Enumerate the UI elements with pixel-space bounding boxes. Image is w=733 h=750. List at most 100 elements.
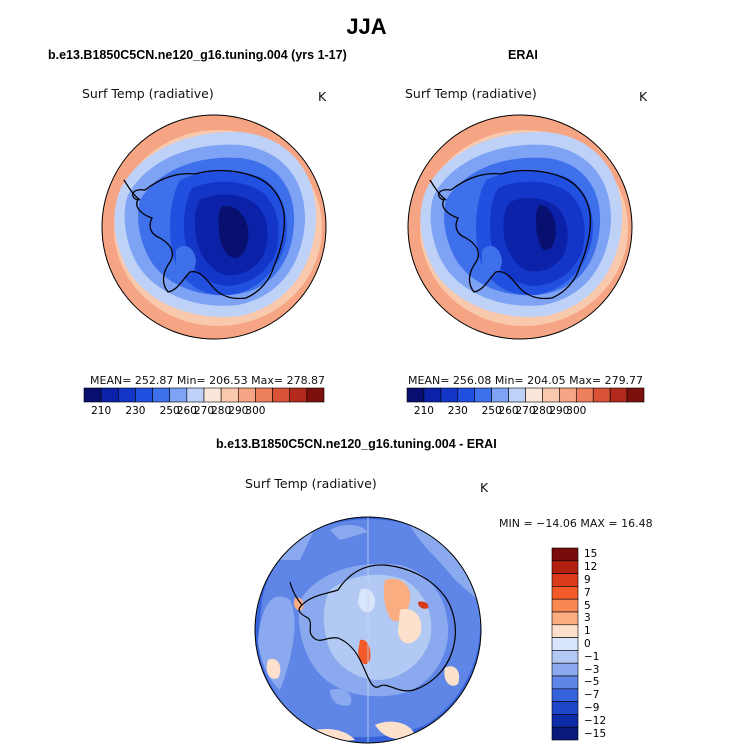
left-units-label: K [318,89,327,104]
colorbar-box [551,650,579,664]
colorbar-box [551,701,579,715]
colorbar-tick-label: −12 [584,714,607,727]
colorbar-tick-label: 230 [125,405,146,417]
colorbar-box [592,387,611,403]
colorbar-box [609,387,628,403]
left-colorbar-ticks: 210 230 250 260 270 280 290 300 [84,405,324,419]
colorbar-tick-label: 280 [211,405,232,417]
colorbar-box [100,387,119,403]
colorbar-tick-label: 7 [584,586,591,599]
colorbar-tick-label: −7 [584,689,600,702]
colorbar-box [542,387,560,403]
colorbar-box [551,714,579,728]
colorbar-tick-label: −5 [584,676,600,689]
difference-coastline [298,564,456,692]
colorbar-tick-label: 280 [532,405,553,417]
colorbar-box [135,387,153,403]
colorbar-box [525,387,543,403]
colorbar-box [559,387,577,403]
colorbar-box [306,387,325,403]
left-coastline [132,169,286,300]
left-map-border [101,114,327,340]
colorbar-tick-label: 15 [584,548,598,561]
colorbar-tick-label: −1 [584,650,600,663]
colorbar-tick-label: 210 [91,405,112,417]
colorbar-box [152,387,171,403]
colorbar-tick-label: 300 [566,405,587,417]
colorbar-box [551,637,579,651]
left-colorbar [83,387,325,403]
colorbar-box [220,387,239,403]
left-stats: MEAN= 252.87 Min= 206.53 Max= 278.87 [90,374,326,387]
colorbar-tick-label: 9 [584,574,591,586]
colorbar-box [406,387,425,403]
colorbar-box [551,726,579,741]
colorbar-box [551,573,579,587]
colorbar-box [551,586,579,600]
right-temperature-field [408,115,632,339]
right-units-label: K [639,89,648,104]
colorbar-box [272,387,291,403]
difference-stats: MIN = −14.06 MAX = 16.48 [499,517,653,530]
colorbar-box [551,675,579,690]
season-title: JJA [346,14,387,39]
colorbar-box [491,387,509,403]
colorbar-tick-label: −15 [584,727,607,740]
colorbar-box [117,387,136,403]
difference-units-label: K [480,480,489,495]
colorbar-tick-label: 300 [245,405,266,417]
colorbar-tick-label: 12 [584,561,598,574]
colorbar-box [551,560,579,574]
colorbar-box [551,611,579,626]
right-map-border [407,114,633,340]
colorbar-tick-label: −9 [584,702,600,714]
difference-case-title: b.e13.B1850C5CN.ne120_g16.tuning.004 - E… [216,437,497,451]
left-case-title: b.e13.B1850C5CN.ne120_g16.tuning.004 (yr… [48,48,347,62]
left-temperature-field [102,115,326,339]
colorbar-tick-label: 290 [549,405,570,417]
colorbar-box [551,688,579,702]
colorbar-tick-label: 290 [228,405,249,417]
colorbar-box [551,547,579,562]
colorbar-box [237,387,256,403]
right-stats: MEAN= 256.08 Min= 204.05 Max= 279.77 [408,374,644,387]
colorbar-tick-label: 250 [481,405,502,417]
colorbar-tick-label: 270 [193,405,215,417]
colorbar-tick-label: 3 [584,612,591,625]
colorbar-tick-label: 5 [584,599,591,612]
right-coastline [438,169,592,300]
colorbar-box [186,387,205,403]
colorbar-box [474,387,492,403]
colorbar-box [423,387,442,403]
colorbar-box [551,598,579,613]
colorbar-tick-label: 270 [515,405,536,417]
difference-map-border [254,516,482,744]
colorbar-box [169,387,188,403]
colorbar-box [508,387,526,403]
right-variable-label: Surf Temp (radiative) [405,86,537,101]
colorbar-box [626,387,645,403]
colorbar-tick-label: 230 [447,405,468,417]
colorbar-tick-label: 1 [584,625,591,638]
colorbar-box [551,624,579,638]
colorbar-tick-label: 250 [159,405,180,417]
colorbar-tick-label: 210 [413,405,434,417]
colorbar-box [83,387,102,403]
colorbar-box [551,662,579,677]
colorbar-tick-label: 260 [498,405,519,417]
colorbar-tick-label: −3 [584,663,600,676]
difference-colorbar [551,547,579,741]
colorbar-box [203,387,222,403]
colorbar-box [440,387,459,403]
right-colorbar [406,387,645,403]
difference-colorbar-ticks: 15 12 9 7 5 3 1 0 −1 −3 −5 −7 −9 −12 −15 [584,548,624,740]
right-colorbar-ticks: 210 230 250 260 270 280 290 300 [407,405,644,419]
colorbar-box [457,387,476,403]
difference-variable-label: Surf Temp (radiative) [245,476,377,491]
colorbar-box [255,387,273,403]
colorbar-tick-label: 260 [176,405,197,417]
colorbar-tick-label: 0 [584,638,591,650]
colorbar-box [289,387,308,403]
colorbar-box [575,387,594,403]
